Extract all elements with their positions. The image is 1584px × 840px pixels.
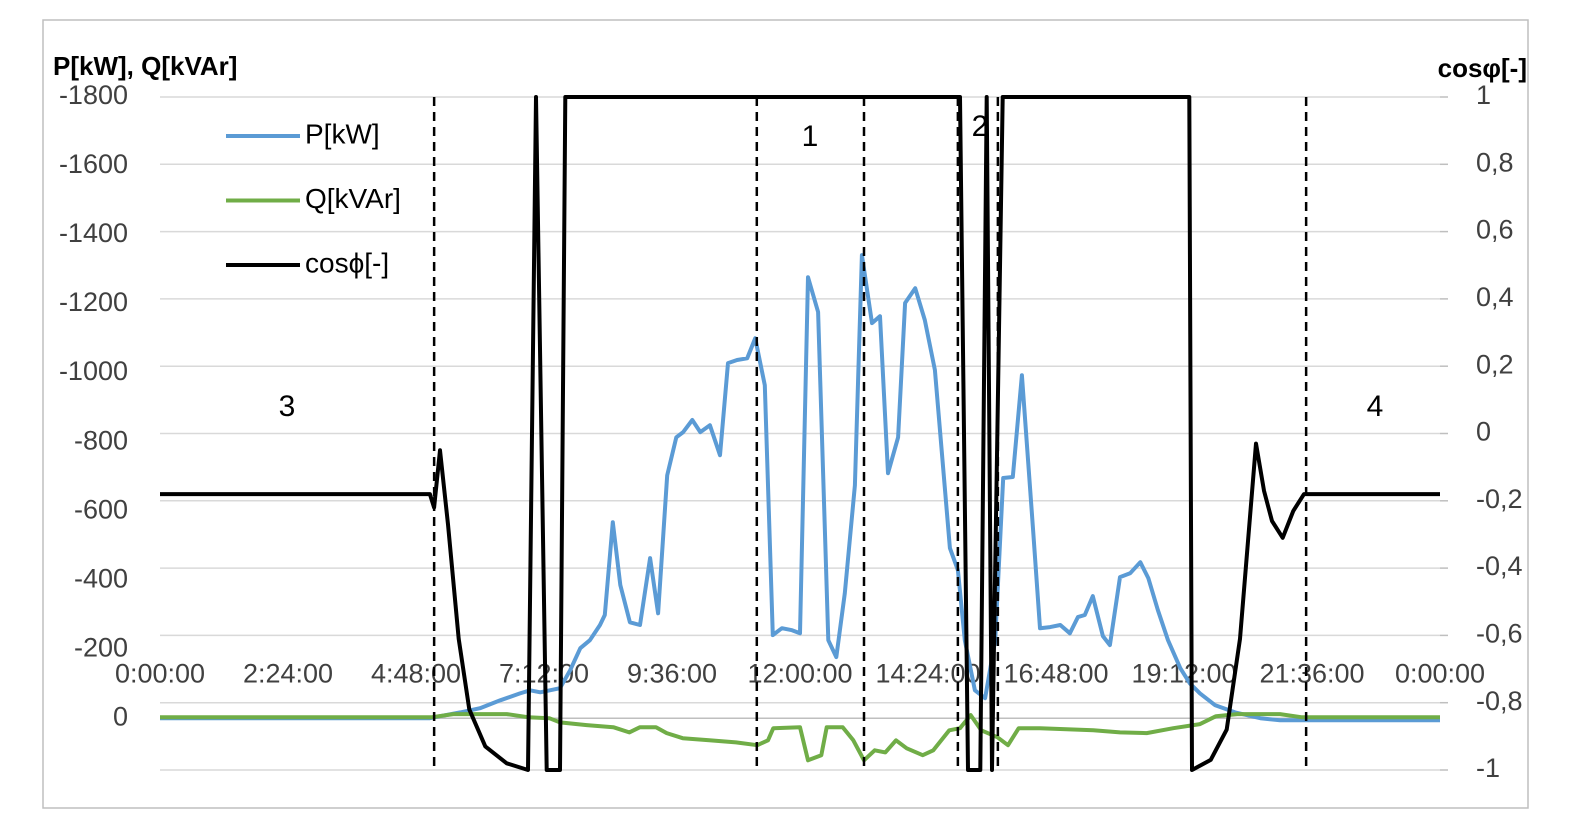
annotation: 1 — [802, 120, 819, 153]
x-tick-label: 14:24:00 — [875, 658, 980, 688]
y-tick-label: -1000 — [59, 356, 128, 386]
y-tick-label: -400 — [74, 563, 128, 593]
legend-label: Q[kVAr] — [305, 183, 401, 214]
x-tick-label: 0:00:00 — [115, 658, 205, 688]
y2-tick-label: 1 — [1476, 80, 1491, 110]
y-tick-label: -800 — [74, 425, 128, 455]
y2-axis-title: cosφ[-] — [1438, 53, 1527, 83]
annotation: 3 — [279, 390, 296, 423]
y-axis-title: P[kW], Q[kVAr] — [53, 51, 237, 81]
y-tick-label: -1800 — [59, 80, 128, 110]
y2-tick-label: -0,6 — [1476, 619, 1523, 649]
series-line — [160, 95, 1440, 772]
legend-label: cosϕ[-] — [305, 247, 389, 278]
x-tick-label: 12:00:00 — [747, 658, 852, 688]
x-tick-label: 0:00:00 — [1395, 658, 1485, 688]
chart-frame — [42, 19, 1529, 809]
y2-tick-label: 0,4 — [1476, 282, 1514, 312]
y2-tick-label: -0,8 — [1476, 686, 1523, 716]
y-tick-label: -1600 — [59, 149, 128, 179]
x-tick-label: 2:24:00 — [243, 658, 333, 688]
x-tick-label: 9:36:00 — [627, 658, 717, 688]
y2-tick-label: -0,4 — [1476, 551, 1523, 581]
y2-tick-label: 0,2 — [1476, 349, 1514, 379]
series-line — [160, 253, 1440, 723]
x-tick-label: 4:48:00 — [371, 658, 461, 688]
y-tick-label: -1400 — [59, 218, 128, 248]
y2-tick-label: 0 — [1476, 417, 1491, 447]
legend-label: P[kW] — [305, 118, 380, 149]
y2-tick-label: 0,6 — [1476, 215, 1514, 245]
series-line — [160, 712, 1440, 763]
annotation: 4 — [1367, 390, 1384, 423]
x-tick-label: 16:48:00 — [1003, 658, 1108, 688]
y-tick-label: -200 — [74, 632, 128, 662]
y2-tick-label: 0,8 — [1476, 147, 1514, 177]
y-tick-label: -1200 — [59, 287, 128, 317]
annotation: 2 — [972, 110, 989, 143]
y-tick-label: 0 — [113, 701, 128, 731]
y2-tick-label: -0,2 — [1476, 484, 1523, 514]
y-tick-label: -600 — [74, 494, 128, 524]
y2-tick-label: -1 — [1476, 753, 1500, 783]
x-tick-label: 21:36:00 — [1259, 658, 1364, 688]
